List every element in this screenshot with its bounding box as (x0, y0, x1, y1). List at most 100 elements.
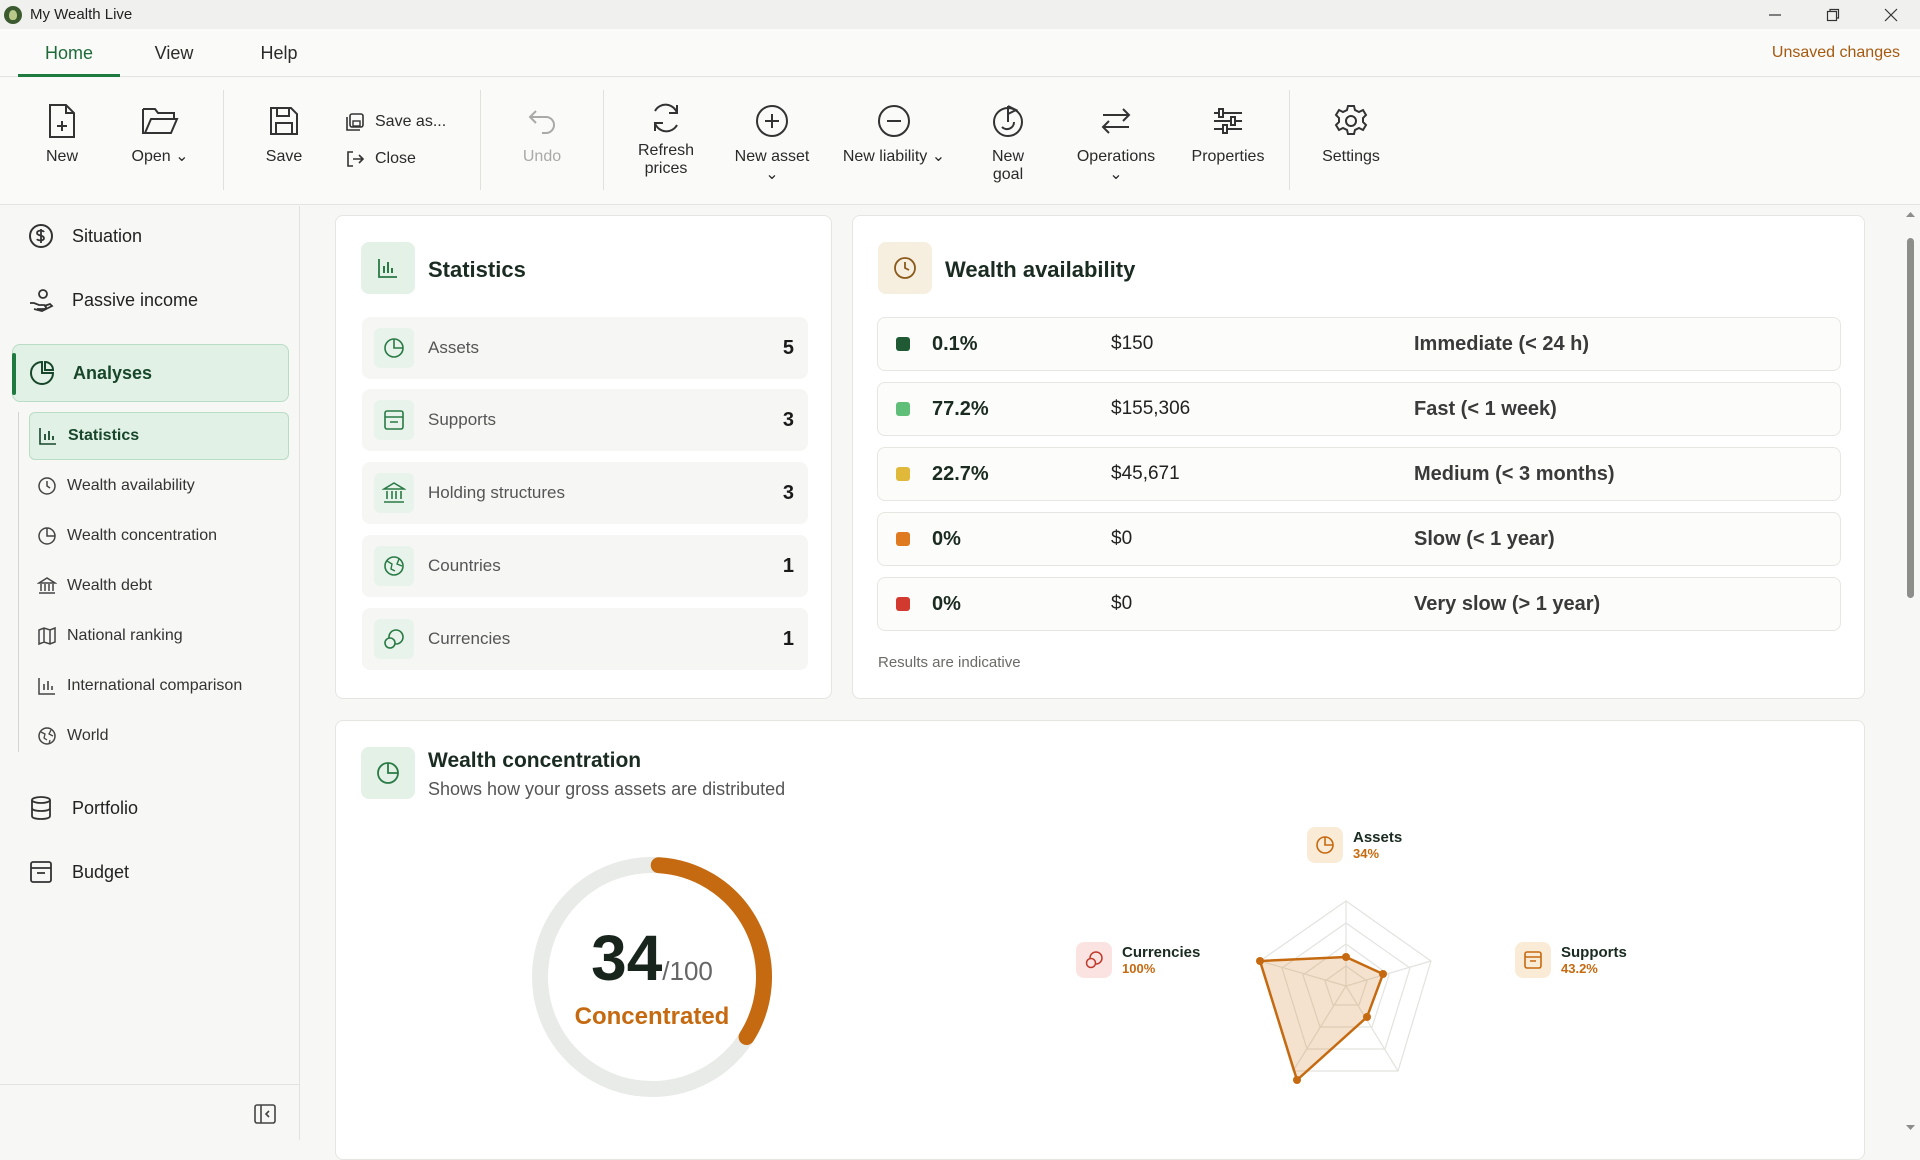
new-goal-button[interactable]: New goal (975, 100, 1041, 184)
open-button[interactable]: Open ⌄ (130, 100, 190, 166)
restore-button[interactable] (1804, 0, 1862, 29)
save-as-label: Save as... (375, 113, 447, 130)
close-label: Close (375, 150, 416, 167)
unsaved-status: Unsaved changes (1771, 44, 1900, 61)
sidebar-sub-wealth-debt[interactable]: Wealth debt (29, 562, 289, 610)
archive-icon (384, 410, 404, 430)
pie-icon (1316, 836, 1334, 854)
sidebar-item-label: Budget (72, 861, 130, 882)
new-liability-label: New liability ⌄ (842, 148, 946, 165)
availability-pct: 77.2% (932, 397, 989, 420)
sidebar-sub-national-ranking[interactable]: National ranking (29, 612, 289, 660)
radar-label-name: Assets (1353, 829, 1403, 846)
stat-row-currencies: Currencies 1 (362, 608, 808, 670)
sidebar-item-analyses[interactable]: Analyses (12, 344, 289, 402)
save-label: Save (265, 148, 303, 165)
radar-point (1379, 970, 1387, 978)
availability-amount: $150 (1111, 333, 1154, 354)
sidebar-item-label: Analyses (73, 362, 153, 383)
pie-chart-icon (30, 360, 55, 385)
hand-coins-icon (30, 289, 54, 312)
undo-button[interactable]: Undo (522, 100, 562, 166)
sidebar-sub-label: Statistics (68, 427, 140, 444)
collapse-sidebar-button[interactable] (254, 1104, 276, 1124)
refresh-prices-button[interactable]: Refresh prices (630, 100, 702, 178)
availability-row: 77.2% $155,306 Fast (< 1 week) (877, 382, 1841, 436)
new-file-icon (49, 104, 75, 138)
scrollbar-thumb[interactable] (1907, 238, 1914, 598)
new-asset-button[interactable]: New asset ⌄ (728, 100, 816, 184)
bar-chart-icon (39, 428, 56, 445)
scroll-down-icon[interactable] (1905, 1124, 1916, 1132)
availability-speed: Slow (< 1 year) (1414, 527, 1555, 550)
legend-swatch (896, 467, 910, 481)
stat-value: 1 (782, 627, 794, 650)
new-liability-button[interactable]: New liability ⌄ (842, 100, 946, 166)
ribbon-separator (603, 90, 604, 190)
sidebar-item-label: Passive income (72, 289, 199, 310)
tab-home[interactable]: Home (18, 29, 120, 77)
save-as-button[interactable]: Save as... (345, 112, 446, 132)
operations-button[interactable]: Operations ⌄ (1068, 100, 1164, 184)
sidebar-divider (0, 1084, 299, 1085)
tab-help[interactable]: Help (260, 43, 298, 63)
sidebar-sub-international-comparison[interactable]: International comparison (29, 662, 289, 710)
availability-amount: $0 (1111, 593, 1133, 614)
sidebar-item-situation[interactable]: Situation (12, 207, 289, 265)
main-scrollbar[interactable] (1901, 206, 1920, 1140)
new-goal-label: New goal (991, 148, 1024, 183)
sidebar-sub-statistics[interactable]: Statistics (29, 412, 289, 460)
archive-icon (1524, 951, 1542, 969)
close-button[interactable]: Close (345, 149, 416, 169)
stat-row-supports: Supports 3 (362, 389, 808, 451)
globe-icon (38, 727, 56, 745)
save-button[interactable]: Save (264, 100, 304, 166)
properties-button[interactable]: Properties (1190, 100, 1266, 166)
availability-pct: 0% (932, 527, 961, 550)
availability-amount: $155,306 (1111, 398, 1191, 419)
pie-icon (377, 762, 399, 784)
wealth-concentration-card: Wealth concentration Shows how your gros… (335, 720, 1865, 1160)
settings-button[interactable]: Settings (1320, 100, 1382, 166)
stat-label: Supports (428, 410, 497, 429)
sidebar-sub-wealth-concentration[interactable]: Wealth concentration (29, 512, 289, 560)
gauge-score: 34/100 (527, 921, 777, 995)
stat-value: 3 (782, 481, 794, 504)
wealth-availability-card: Wealth availability 0.1% $150 Immediate … (852, 215, 1865, 699)
legend-swatch (896, 337, 910, 351)
sliders-icon (1214, 108, 1242, 134)
stat-row-countries: Countries 1 (362, 535, 808, 597)
app-logo-icon (4, 5, 22, 24)
sidebar-item-portfolio[interactable]: Portfolio (12, 779, 289, 837)
pie-icon (38, 527, 56, 545)
sidebar-sub-wealth-availability[interactable]: Wealth availability (29, 462, 289, 510)
new-button[interactable]: New (42, 100, 82, 166)
legend-swatch (896, 402, 910, 416)
bar-chart-icon (378, 259, 397, 278)
minimize-button[interactable] (1746, 0, 1804, 29)
database-icon (31, 796, 51, 820)
stat-label: Assets (428, 338, 480, 357)
availability-pct: 0.1% (932, 332, 978, 355)
sidebar-sub-label: National ranking (67, 627, 183, 644)
sidebar-item-budget[interactable]: Budget (12, 843, 289, 901)
sidebar-sub-label: Wealth concentration (67, 527, 218, 544)
title-bar: My Wealth Live (0, 0, 1920, 29)
tab-view[interactable]: View (154, 43, 194, 63)
radar-point (1256, 957, 1264, 965)
archive-icon (30, 861, 52, 883)
concentration-verdict: Concentrated (574, 1003, 730, 1030)
scroll-up-icon[interactable] (1905, 210, 1916, 218)
availability-title: Wealth availability (945, 257, 1136, 282)
availability-amount: $0 (1111, 528, 1133, 549)
statistics-card: Statistics Assets 5 Supports 3 Holding s… (335, 215, 832, 699)
sidebar-sub-world[interactable]: World (29, 712, 289, 760)
sidebar-item-passive-income[interactable]: Passive income (12, 271, 289, 329)
radar-point (1342, 953, 1350, 961)
open-label: Open ⌄ (131, 148, 189, 165)
concentration-subtitle: Shows how your gross assets are distribu… (428, 779, 786, 799)
undo-label: Undo (522, 148, 562, 165)
window-title: My Wealth Live (30, 6, 133, 23)
refresh-prices-label: Refresh prices (637, 142, 695, 177)
close-window-button[interactable] (1862, 0, 1920, 29)
